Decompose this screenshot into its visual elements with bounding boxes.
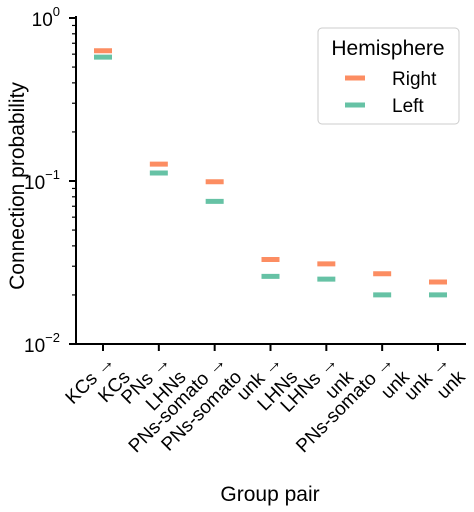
y-tick-label-1: 10−1 xyxy=(24,167,60,194)
legend: Hemisphere Right Left xyxy=(317,27,460,125)
y-axis-title: Connection probability xyxy=(6,82,29,290)
y-tick-label-2: 10−2 xyxy=(24,330,60,357)
x-axis-title: Group pair xyxy=(220,483,319,506)
legend-title: Hemisphere xyxy=(331,37,444,60)
legend-label-left: Left xyxy=(392,96,424,117)
x-tick-label-line: PNs-somato → xyxy=(292,351,398,457)
y-tick-label-0: 100 xyxy=(32,4,60,31)
legend-label-right: Right xyxy=(392,69,437,90)
legend-frame xyxy=(317,27,460,125)
x-tick-label-6: unk →unk xyxy=(400,351,470,405)
